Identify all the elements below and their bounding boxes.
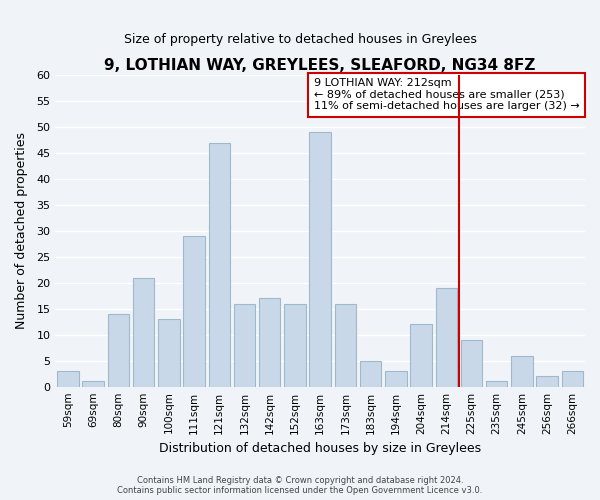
- Bar: [259, 298, 280, 386]
- Bar: [436, 288, 457, 386]
- Bar: [360, 360, 382, 386]
- Bar: [335, 304, 356, 386]
- Bar: [562, 371, 583, 386]
- Bar: [184, 236, 205, 386]
- Bar: [486, 382, 508, 386]
- Bar: [461, 340, 482, 386]
- Bar: [57, 371, 79, 386]
- Bar: [234, 304, 255, 386]
- Bar: [310, 132, 331, 386]
- Bar: [385, 371, 407, 386]
- X-axis label: Distribution of detached houses by size in Greylees: Distribution of detached houses by size …: [159, 442, 481, 455]
- Title: 9, LOTHIAN WAY, GREYLEES, SLEAFORD, NG34 8FZ: 9, LOTHIAN WAY, GREYLEES, SLEAFORD, NG34…: [104, 58, 536, 72]
- Bar: [158, 319, 179, 386]
- Bar: [82, 382, 104, 386]
- Bar: [107, 314, 129, 386]
- Y-axis label: Number of detached properties: Number of detached properties: [15, 132, 28, 330]
- Bar: [536, 376, 558, 386]
- Bar: [133, 278, 154, 386]
- Text: Contains HM Land Registry data © Crown copyright and database right 2024.
Contai: Contains HM Land Registry data © Crown c…: [118, 476, 482, 495]
- Text: Size of property relative to detached houses in Greylees: Size of property relative to detached ho…: [124, 32, 476, 46]
- Text: 9 LOTHIAN WAY: 212sqm
← 89% of detached houses are smaller (253)
11% of semi-det: 9 LOTHIAN WAY: 212sqm ← 89% of detached …: [314, 78, 580, 112]
- Bar: [410, 324, 432, 386]
- Bar: [511, 356, 533, 386]
- Bar: [284, 304, 305, 386]
- Bar: [209, 142, 230, 386]
